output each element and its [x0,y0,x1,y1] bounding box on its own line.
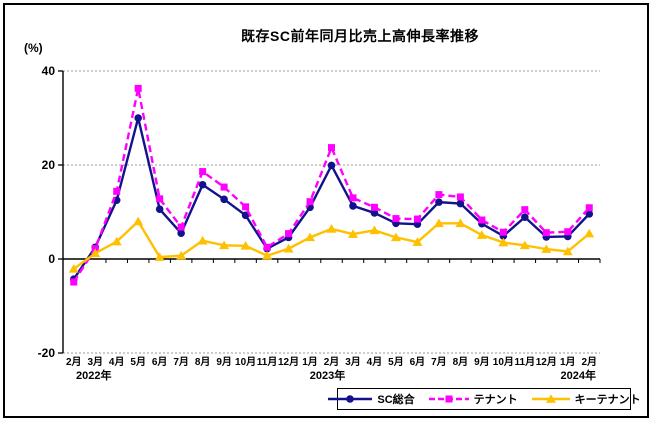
svg-text:7月: 7月 [431,356,447,368]
svg-text:10月: 10月 [235,356,256,368]
svg-text:2022年: 2022年 [76,368,111,382]
svg-text:2024年: 2024年 [561,368,596,382]
svg-text:5月: 5月 [130,356,146,368]
legend-item-tenant: テナント [428,391,518,407]
y-axis-unit-label: (%) [24,41,43,55]
svg-text:2月: 2月 [324,356,340,368]
svg-text:20: 20 [42,158,56,172]
svg-text:-20: -20 [38,346,56,360]
legend-swatch-triangle-icon [531,394,570,403]
svg-text:1月: 1月 [302,356,318,368]
svg-text:3月: 3月 [345,356,361,368]
svg-text:40: 40 [42,64,56,78]
svg-text:6月: 6月 [410,356,426,368]
legend-swatch-square-icon [428,395,469,403]
outer-border [3,3,649,418]
legend-label-sc-total: SC総合 [377,394,415,406]
svg-text:2月: 2月 [581,356,597,368]
legend-swatch-circle-icon [328,395,373,403]
chart-title: 既存SC前年同月比売上高伸長率推移 [241,28,479,44]
svg-text:8月: 8月 [195,356,211,368]
svg-text:3月: 3月 [87,356,103,368]
svg-text:9月: 9月 [216,356,232,368]
legend-box: SC総合 テナント キーテナント [328,388,641,410]
svg-text:2月: 2月 [66,356,82,368]
svg-text:8月: 8月 [453,356,469,368]
svg-text:11月: 11月 [257,356,278,368]
svg-text:11月: 11月 [515,356,536,368]
legend-item-key-tenant: キーテナント [531,391,641,407]
svg-text:12月: 12月 [536,356,557,368]
svg-text:1月: 1月 [560,356,576,368]
svg-text:9月: 9月 [474,356,490,368]
legend-label-key-tenant: キーテナント [574,394,641,406]
legend-label-tenant: テナント [473,394,518,406]
svg-text:2023年: 2023年 [310,368,345,382]
svg-text:7月: 7月 [173,356,189,368]
svg-text:12月: 12月 [278,356,299,368]
svg-text:6月: 6月 [152,356,168,368]
svg-text:4月: 4月 [109,356,125,368]
svg-text:4月: 4月 [367,356,383,368]
svg-text:0: 0 [48,252,55,266]
svg-text:10月: 10月 [493,356,514,368]
svg-text:5月: 5月 [388,356,404,368]
legend-item-sc-total: SC総合 [327,391,415,407]
